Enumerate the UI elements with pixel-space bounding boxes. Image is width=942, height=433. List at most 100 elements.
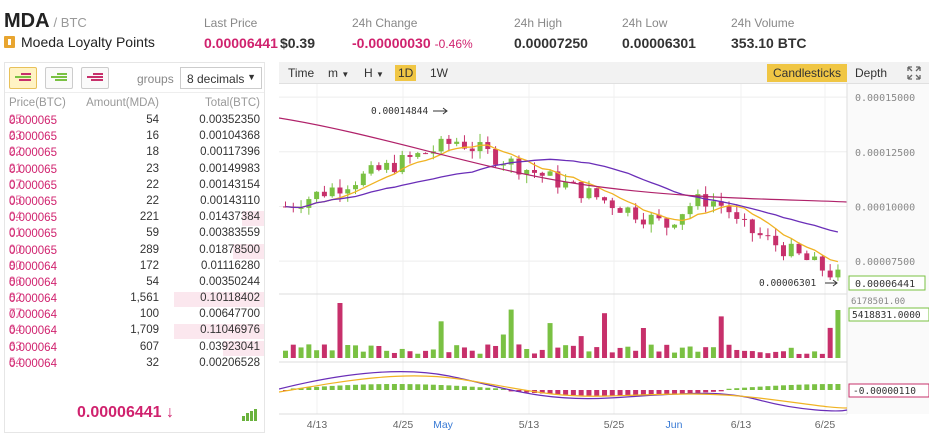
macd-bar — [329, 385, 335, 390]
candle — [399, 155, 405, 173]
macd-bar — [726, 388, 732, 390]
volume-bar — [329, 350, 335, 358]
candle — [609, 200, 615, 209]
macd-bar — [524, 390, 530, 393]
candle — [773, 235, 779, 246]
macd-bar — [306, 387, 312, 390]
view-bids-button[interactable] — [45, 67, 73, 89]
candle — [710, 201, 716, 207]
orderbook-row[interactable]: 0.000065 00 289 0.01878500 — [5, 243, 264, 259]
row-price: 0.000064 64 — [9, 324, 57, 338]
volume-bar — [500, 334, 506, 358]
orderbook-row[interactable]: 0.000065 23 16 0.00104368 — [5, 129, 264, 145]
candle — [726, 205, 732, 213]
candle — [376, 165, 382, 170]
macd-tag-text: -0.00000110 — [853, 386, 916, 397]
orderbook-row[interactable]: 0.000065 21 23 0.00149983 — [5, 162, 264, 178]
macd-bar — [321, 386, 327, 390]
row-amount: 16 — [146, 130, 159, 143]
volume-bar — [384, 350, 390, 358]
volume-bar — [290, 344, 296, 358]
candle — [687, 206, 693, 215]
orderbook-row[interactable]: 0.000065 01 59 0.00383559 — [5, 226, 264, 242]
orderbook-row[interactable]: 0.000064 63 607 0.03923041 — [5, 340, 264, 356]
volume-bar — [710, 347, 716, 358]
macd-bar — [718, 390, 724, 392]
macd-bar — [687, 390, 693, 394]
orderbook-row[interactable]: 0.000065 22 18 0.00117396 — [5, 145, 264, 161]
macd-bar — [835, 384, 841, 390]
candle — [306, 199, 312, 208]
candle — [345, 189, 351, 194]
row-price: 0.000064 90 — [9, 259, 57, 273]
candle — [524, 170, 530, 175]
macd-bar — [415, 384, 421, 390]
macd-bar — [399, 384, 405, 390]
row-total: 0.00647700 — [199, 308, 260, 321]
chart-canvas[interactable]: 0.00015000 0.00012500 0.00010000 0.00007500… — [279, 84, 929, 433]
candle — [780, 245, 786, 257]
candle — [563, 181, 569, 188]
x-tick: May — [433, 419, 454, 431]
orderbook-row[interactable]: 0.000064 54 32 0.00206528 — [5, 356, 264, 372]
volume-bar — [353, 345, 359, 358]
interval-1w-button[interactable]: 1W — [430, 66, 448, 80]
candle — [469, 148, 475, 152]
macd-bar — [423, 384, 429, 390]
candle — [298, 207, 304, 209]
row-price: 0.000065 05 — [9, 194, 57, 208]
volume-bar — [633, 350, 639, 358]
orderbook-row[interactable]: 0.000064 64 1,709 0.11046976 — [5, 323, 264, 340]
orderbook-row[interactable]: 0.000064 86 54 0.00350244 — [5, 275, 264, 291]
orderbook-row[interactable]: 0.000064 77 100 0.00647700 — [5, 307, 264, 323]
volume-bar — [430, 349, 436, 358]
macd-bar — [812, 384, 818, 390]
row-total: 0.01116280 — [200, 259, 260, 272]
orderbook-row[interactable]: 0.000065 04 221 0.01437384 — [5, 210, 264, 227]
depth-button[interactable]: Depth — [855, 66, 888, 80]
row-price: 0.000065 23 — [9, 130, 57, 144]
market-header: MDA / BTC Moeda Loyalty Points Last Price… — [0, 0, 942, 58]
row-amount: 289 — [139, 243, 159, 256]
macd-bar — [353, 384, 359, 390]
macd-bar — [827, 384, 833, 390]
row-price: 0.000065 01 — [9, 227, 57, 241]
macd-bar — [493, 388, 499, 390]
view-both-button[interactable] — [9, 67, 37, 89]
volume-bar — [726, 344, 732, 358]
volume-bar — [539, 349, 545, 358]
row-total: 0.00117396 — [200, 146, 260, 159]
volume-bar — [477, 353, 483, 358]
candle — [695, 194, 701, 207]
row-total: 0.00383559 — [199, 227, 260, 240]
coin-name[interactable]: Moeda Loyalty Points — [4, 34, 155, 50]
macd-line — [279, 370, 848, 412]
row-total: 0.11046976 — [200, 324, 260, 337]
interval-1d-button[interactable]: 1D — [395, 65, 417, 81]
row-total: 0.01437384 — [199, 211, 260, 224]
row-price: 0.000064 82 — [9, 292, 57, 306]
volume-bar — [493, 345, 499, 358]
row-price: 0.000064 86 — [9, 275, 57, 289]
orderbook-row[interactable]: 0.000064 90 172 0.01116280 — [5, 259, 264, 275]
candle — [594, 188, 600, 198]
candlesticks-button[interactable]: Candlesticks — [767, 64, 848, 82]
decimals-select[interactable]: 8 decimals ▼ — [180, 67, 262, 89]
orderbook-row[interactable]: 0.000065 07 22 0.00143154 — [5, 178, 264, 194]
volume-bar — [695, 351, 701, 358]
view-asks-button[interactable] — [81, 67, 109, 89]
volume-bar — [609, 352, 615, 358]
orderbook-row[interactable]: 0.000064 82 1,561 0.10118402 — [5, 291, 264, 308]
volume-bar — [524, 349, 530, 358]
orderbook-row[interactable]: 0.000065 25 54 0.00352350 — [5, 113, 264, 129]
x-tick: 6/25 — [815, 419, 836, 431]
col-total: Total(BTC) — [205, 97, 260, 109]
orderbook-row[interactable]: 0.000065 05 22 0.00143110 — [5, 194, 264, 210]
hours-dropdown[interactable]: H ▼ — [364, 66, 384, 80]
row-price: 0.000064 54 — [9, 356, 57, 370]
macd-bar — [796, 384, 802, 390]
minutes-dropdown[interactable]: m ▼ — [328, 66, 350, 80]
time-button[interactable]: Time — [288, 66, 315, 80]
macd-bar — [461, 386, 467, 390]
fullscreen-icon[interactable] — [907, 66, 921, 80]
